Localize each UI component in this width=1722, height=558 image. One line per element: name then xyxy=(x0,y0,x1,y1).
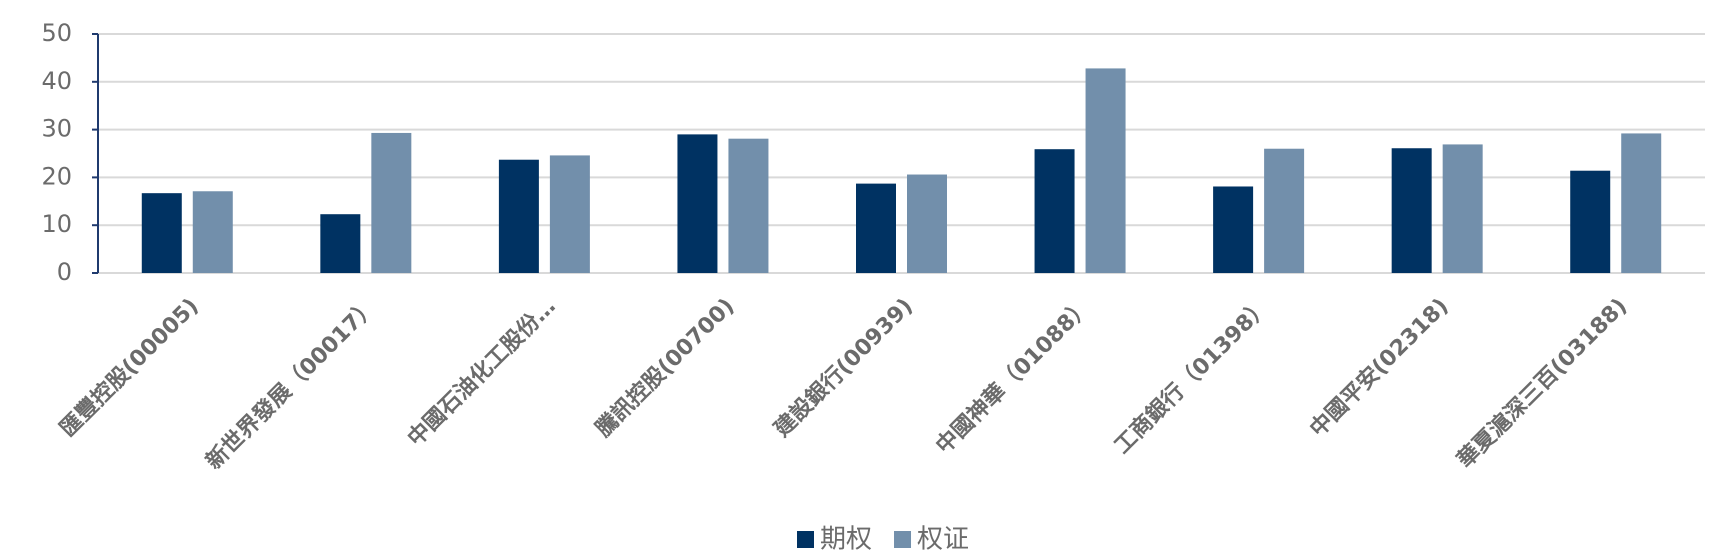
bar xyxy=(192,191,233,273)
bar xyxy=(320,214,361,273)
bar xyxy=(677,134,718,273)
y-tick-label: 20 xyxy=(41,162,72,190)
x-tick-label: 中國平安(02318) xyxy=(1305,293,1454,442)
bar xyxy=(1570,170,1611,273)
legend-label: 权证 xyxy=(917,525,969,555)
bar xyxy=(1621,133,1662,273)
bar xyxy=(549,155,590,273)
y-tick-label: 40 xyxy=(41,67,72,95)
bar xyxy=(141,193,182,273)
bar xyxy=(728,138,769,273)
bar xyxy=(498,159,539,273)
bar xyxy=(1034,149,1075,273)
legend-swatch xyxy=(797,531,814,548)
x-tick-label: 建設銀行(00939) xyxy=(769,293,918,442)
x-tick-label: 中國神華（01088） xyxy=(931,293,1097,459)
legend-label: 期权 xyxy=(820,525,872,555)
y-tick-label: 10 xyxy=(41,210,72,238)
x-tick-label: 華夏滬深三百(03188) xyxy=(1452,293,1632,473)
bar xyxy=(1442,144,1483,273)
bar xyxy=(371,132,412,273)
bar xyxy=(1264,148,1305,273)
y-tick-label: 0 xyxy=(57,258,72,286)
y-tick-label: 50 xyxy=(41,19,72,47)
bar xyxy=(856,183,896,273)
x-tick-label: 匯豐控股(00005) xyxy=(55,293,204,442)
x-tick-label: 騰訊控股(00700) xyxy=(590,293,739,442)
bar xyxy=(1391,148,1432,273)
bar xyxy=(1213,186,1254,273)
x-tick-label: 中國石油化工股份… xyxy=(402,293,560,451)
x-tick-label: 新世界發展（00017） xyxy=(201,293,382,474)
legend-swatch xyxy=(894,531,912,548)
y-tick-label: 30 xyxy=(41,115,72,143)
bar xyxy=(907,174,947,273)
bar xyxy=(1085,68,1126,273)
x-tick-label: 工商銀行（01398） xyxy=(1109,293,1275,459)
